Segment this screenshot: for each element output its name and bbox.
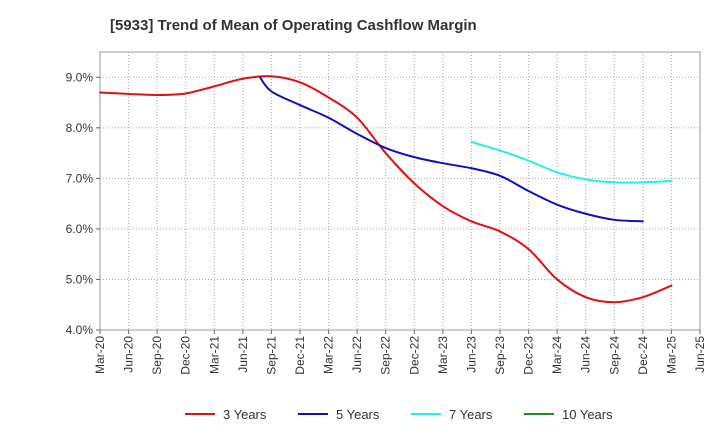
y-tick-label: 6.0% bbox=[66, 222, 94, 236]
x-tick-label: Dec-21 bbox=[293, 336, 307, 375]
x-tick-label: Dec-22 bbox=[407, 336, 421, 375]
y-tick-label: 7.0% bbox=[66, 171, 94, 185]
series-line-3-years bbox=[99, 75, 673, 304]
x-tick-label: Dec-20 bbox=[179, 336, 193, 375]
x-tick-label: Sep-20 bbox=[150, 336, 164, 375]
y-tick-label: 9.0% bbox=[66, 70, 94, 84]
legend: 3 Years 5 Years 7 Years 10 Years bbox=[185, 407, 613, 422]
x-tick-label: Jun-22 bbox=[350, 336, 364, 373]
x-tick-label: Sep-24 bbox=[607, 336, 621, 375]
legend-label-3-years: 3 Years bbox=[223, 407, 267, 422]
x-tick-label: Mar-21 bbox=[207, 336, 221, 374]
x-tick-label: Dec-24 bbox=[636, 336, 650, 375]
legend-label-10-years: 10 Years bbox=[562, 407, 613, 422]
y-tick-label: 5.0% bbox=[66, 272, 94, 286]
x-tick-label: Sep-21 bbox=[264, 336, 278, 375]
x-tick-label: Jun-23 bbox=[464, 336, 478, 373]
x-tick-label: Sep-23 bbox=[493, 336, 507, 375]
x-tick-label: Jun-20 bbox=[122, 336, 136, 373]
x-tick-label: Dec-23 bbox=[522, 336, 536, 375]
plot-area bbox=[99, 51, 701, 331]
legend-label-5-years: 5 Years bbox=[336, 407, 380, 422]
grid-lines bbox=[100, 52, 700, 330]
x-tick-label: Mar-25 bbox=[664, 336, 678, 374]
x-tick-label: Jun-25 bbox=[693, 336, 707, 373]
series-lines bbox=[99, 75, 673, 304]
y-tick-label: 8.0% bbox=[66, 121, 94, 135]
x-tick-label: Mar-24 bbox=[550, 336, 564, 374]
x-tick-label: Mar-23 bbox=[436, 336, 450, 374]
legend-label-7-years: 7 Years bbox=[449, 407, 493, 422]
series-line-5-years bbox=[259, 76, 644, 223]
x-tick-label: Mar-20 bbox=[93, 336, 107, 374]
x-tick-label: Jun-24 bbox=[579, 336, 593, 373]
series-line-7-years bbox=[470, 140, 673, 184]
y-axis: 4.0% 5.0% 6.0% 7.0% 8.0% 9.0% bbox=[66, 70, 100, 337]
y-tick-label: 4.0% bbox=[66, 323, 94, 337]
x-tick-label: Jun-21 bbox=[236, 336, 250, 373]
x-tick-label: Mar-22 bbox=[322, 336, 336, 374]
x-axis: Mar-20 Jun-20 Sep-20 Dec-20 Mar-21 Jun-21 Sep-… bbox=[93, 330, 707, 375]
chart-title: [5933] Trend of Mean of Operating Cashfl… bbox=[110, 17, 477, 34]
x-tick-label: Sep-22 bbox=[379, 336, 393, 375]
